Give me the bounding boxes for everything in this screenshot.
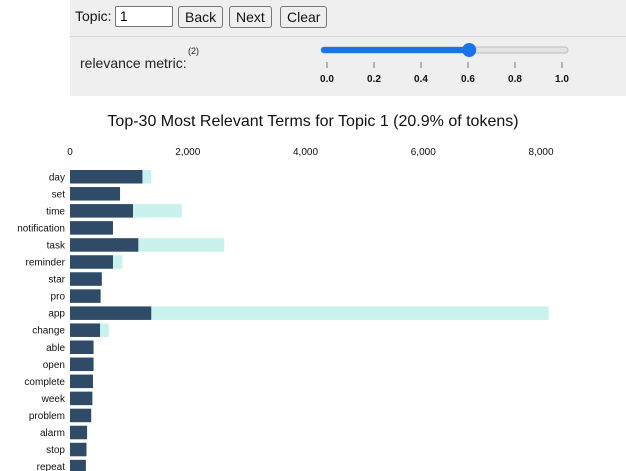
slider-tick-label: 0.0 — [320, 74, 334, 85]
bar-topic-week — [70, 391, 93, 406]
term-label[interactable]: complete — [24, 377, 65, 388]
term-label[interactable]: task — [47, 240, 66, 251]
topic-input[interactable] — [115, 6, 173, 27]
relevance-metric-label: relevance metric: — [80, 55, 187, 71]
clear-button[interactable]: Clear — [280, 6, 328, 28]
back-button[interactable]: Back — [178, 6, 224, 28]
relevance-metric-superscript: (2) — [188, 46, 199, 56]
slider-fill — [321, 47, 470, 53]
bar-topic-open — [70, 357, 94, 372]
next-button[interactable]: Next — [229, 6, 272, 28]
term-label[interactable]: set — [52, 189, 66, 200]
controls-panel: Topic: Back Next Clear relevance metric:… — [70, 0, 626, 96]
bar-topic-day — [70, 170, 143, 184]
term-label[interactable]: time — [46, 206, 65, 217]
relevant-terms-bar-chart: 0 2,000 4,000 6,000 8,000 day set time notificat… — [17, 147, 554, 471]
slider-thumb[interactable] — [462, 43, 477, 57]
term-label[interactable]: notification — [17, 223, 65, 234]
term-label[interactable]: pro — [51, 292, 66, 303]
bar-topic-change — [70, 323, 101, 337]
term-label[interactable]: reminder — [26, 258, 66, 269]
term-label[interactable]: week — [41, 394, 66, 405]
bar-overall-app — [70, 306, 549, 320]
relevance-slider[interactable]: 0.0 0.2 0.4 0.6 0.8 1.0 — [310, 38, 580, 88]
x-tick-label: 4,000 — [293, 147, 318, 158]
divider — [70, 36, 626, 37]
slider-tick-label: 0.6 — [461, 74, 475, 85]
term-label[interactable]: repeat — [37, 462, 66, 471]
term-label[interactable]: app — [48, 309, 65, 320]
bar-topic-stop — [70, 442, 87, 457]
slider-tick-label: 0.4 — [414, 74, 428, 85]
x-tick-label: 8,000 — [528, 147, 553, 158]
bar-topic-able — [70, 340, 94, 354]
term-label[interactable]: star — [48, 275, 65, 286]
bar-topic-alarm — [70, 425, 88, 440]
slider-tick-label: 0.2 — [367, 74, 381, 85]
slider-tick-label: 0.8 — [508, 74, 522, 85]
bar-topic-app — [70, 306, 152, 320]
bar-topic-time — [70, 204, 133, 218]
term-label[interactable]: stop — [46, 445, 65, 456]
term-label[interactable]: alarm — [40, 428, 65, 439]
bar-topic-notification — [70, 221, 113, 235]
topic-row: Topic: Back Next Clear — [70, 0, 626, 36]
bar-topic-star — [70, 272, 102, 286]
term-label[interactable]: able — [46, 343, 65, 354]
x-tick-label: 2,000 — [175, 147, 200, 158]
bar-topic-reminder — [70, 255, 113, 269]
bar-topic-set — [70, 187, 121, 201]
term-label[interactable]: day — [49, 172, 65, 183]
topic-label: Topic: — [75, 8, 112, 24]
term-label[interactable]: open — [43, 360, 65, 371]
chart-title: Top-30 Most Relevant Terms for Topic 1 (… — [107, 113, 519, 130]
term-label[interactable]: change — [32, 326, 65, 337]
bar-topic-pro — [70, 289, 101, 303]
bar-topic-problem — [70, 408, 92, 423]
bar-topic-repeat — [70, 459, 86, 471]
bar-topic-task — [70, 238, 139, 252]
x-tick-label: 6,000 — [411, 147, 436, 158]
bar-topic-complete — [70, 374, 93, 389]
term-label[interactable]: problem — [29, 411, 65, 422]
x-tick-label: 0 — [67, 147, 73, 158]
slider-tick-label: 1.0 — [555, 74, 569, 85]
